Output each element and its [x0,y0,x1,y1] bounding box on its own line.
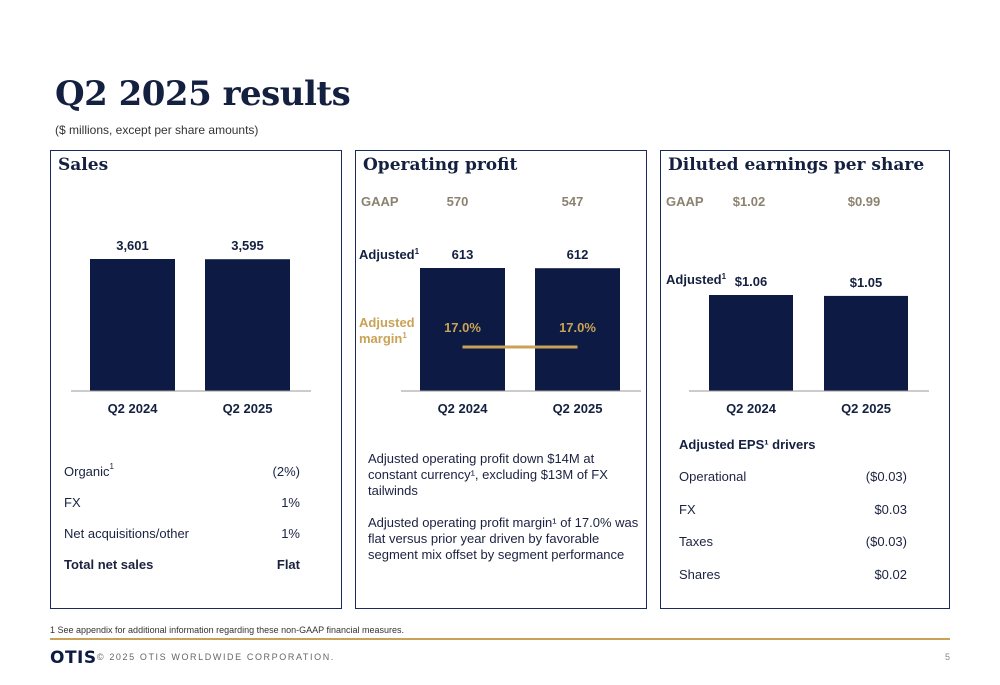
eps-gaap-value: $0.99 [848,194,881,209]
adjusted-margin-value: 17.0% [559,320,596,335]
page-subtitle: ($ millions, except per share amounts) [55,123,259,137]
eps-panel: Diluted earnings per share $1.06 Q2 2024 $… [660,150,950,609]
bar-q2-2025 [824,295,908,391]
category-label: Q2 2024 [726,401,777,416]
bar-value-label: 612 [567,247,589,262]
bar-value-label: $1.05 [850,275,883,290]
category-label: Q2 2024 [438,401,489,416]
sales-table: Organic1 (2%) FX 1% Net acquisitions/other 1%… [64,462,300,575]
bar-q2-2025 [535,268,620,391]
eps-driver-row-label: Taxes [679,534,713,549]
operating-profit-panel: Operating profit 613 Q2 2024 612 Q2 2025 GAA… [355,150,647,609]
footnote: 1 See appendix for additional informatio… [50,625,405,635]
bar-q2-2025 [205,259,290,391]
bar-value-label: $1.06 [735,274,768,289]
sales-row-value: 1% [281,495,300,510]
bar-q2-2024 [90,259,175,391]
eps-driver-row-value: ($0.03) [865,469,907,484]
op-adjusted-margin-label-2: margin1 [359,331,407,346]
eps-driver-row-value: ($0.03) [865,534,907,549]
sales-row-label: Total net sales [64,557,154,572]
sales-row-value: (2%) [272,464,300,479]
eps-driver-row: FX $0.03 [679,502,907,520]
eps-driver-row-value: $0.02 [874,566,907,582]
sales-row-label: Organic1 [64,462,114,479]
eps-chart: $1.06 Q2 2024 $1.05 Q2 2025 GAAP $1.02 $0.99 Ad… [666,194,929,416]
copyright: © 2025 OTIS WORLDWIDE CORPORATION. [97,652,335,662]
op-adjusted-margin-label: Adjusted [359,315,415,330]
sales-row-label: Net acquisitions/other [64,526,190,541]
bar-value-label: 3,595 [231,238,264,253]
bar-value-label: 613 [452,247,474,262]
eps-drivers-table: Operational ($0.03) FX $0.03 Taxes ($0.03) Sha… [679,469,907,582]
eps-driver-row-label: Shares [679,566,721,582]
category-label: Q2 2025 [841,401,891,416]
sales-row: FX 1% [64,495,300,513]
op-gaap-value: 570 [447,194,469,209]
otis-logo: OTIS [50,648,97,668]
operating-profit-commentary: Adjusted operating profit down $14M at c… [368,451,640,579]
eps-driver-row: Operational ($0.03) [679,469,907,487]
eps-driver-row: Taxes ($0.03) [679,534,907,552]
op-gaap-label: GAAP [361,194,399,209]
eps-gaap-label: GAAP [666,194,704,209]
eps-drivers-title: Adjusted EPS¹ drivers [679,437,816,452]
op-adjusted-label: Adjusted1 [359,247,420,262]
operating-profit-text-1: Adjusted operating profit down $14M at c… [368,451,608,498]
sales-row: Organic1 (2%) [64,462,300,482]
page-title: Q2 2025 results [55,74,351,114]
sales-chart: 3,601 Q2 2024 3,595 Q2 2025 [71,238,311,416]
eps-driver-row-value: $0.03 [874,501,907,517]
bar-value-label: 3,601 [116,238,149,253]
operating-profit-title: Operating profit [363,155,518,175]
sales-row-value: 1% [281,526,300,541]
eps-driver-row: Shares $0.02 [679,567,907,585]
footer-rule [50,638,950,640]
sales-row-label: FX [64,495,81,510]
operating-profit-chart: 613 Q2 2024 612 Q2 2025 GAAP 570 547 Adjusted1 A… [359,194,641,416]
category-label: Q2 2024 [108,401,159,416]
eps-driver-row-label: FX [679,501,696,517]
eps-gaap-value: $1.02 [733,194,766,209]
eps-adjusted-label: Adjusted1 [666,272,727,287]
sales-row-value: Flat [276,557,300,572]
bar-q2-2024 [709,295,793,391]
bar-q2-2024 [420,268,505,391]
adjusted-margin-value: 17.0% [444,320,481,335]
operating-profit-text-2: Adjusted operating profit margin¹ of 17.… [368,515,639,562]
op-gaap-value: 547 [562,194,584,209]
eps-title: Diluted earnings per share [668,155,925,175]
category-label: Q2 2025 [223,401,273,416]
sales-panel: Sales 3,601 Q2 2024 3,595 Q2 2025 Organic1 (… [50,150,342,609]
sales-row: Net acquisitions/other 1% [64,526,300,544]
category-label: Q2 2025 [553,401,603,416]
page-number: 5 [944,652,950,662]
sales-row: Total net sales Flat [64,557,300,575]
eps-driver-row-label: Operational [679,469,747,484]
sales-title: Sales [58,155,109,175]
